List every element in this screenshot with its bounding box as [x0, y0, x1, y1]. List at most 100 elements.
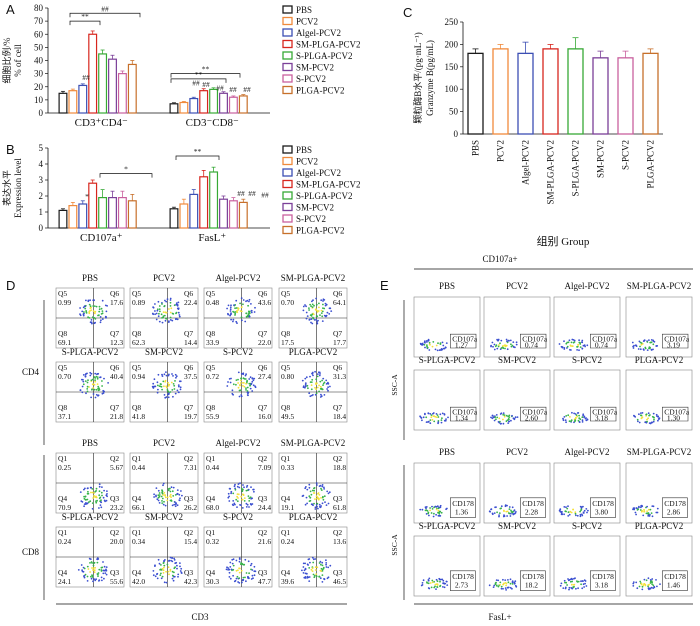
flow-event-dot — [231, 503, 234, 506]
flow-event-dot — [253, 377, 256, 380]
quadrant-value: 22.4 — [184, 298, 197, 307]
significance-mark: ** — [81, 12, 89, 21]
flow-event-dot — [653, 340, 656, 343]
legend-label: PCV2 — [296, 157, 318, 167]
flow-event-dot — [245, 486, 248, 488]
flow-event-dot — [92, 497, 95, 499]
quadrant-value: 30.3 — [206, 577, 219, 586]
flow-event-dot — [649, 414, 651, 416]
flow-event-dot — [428, 514, 430, 517]
flow-event-dot — [102, 572, 105, 575]
quadrant-name: Q1 — [58, 454, 67, 463]
flow-event-dot — [251, 574, 254, 577]
gate-value: 1.34 — [455, 413, 468, 422]
flow-event-dot — [650, 512, 653, 514]
flow-event-dot — [507, 418, 510, 420]
flow-event-dot — [165, 371, 167, 373]
quadrant-value: 0.24 — [281, 537, 294, 546]
flow-event-dot — [563, 347, 566, 349]
flow-event-dot — [560, 582, 563, 585]
flow-event-dot — [431, 579, 434, 582]
flow-event-dot — [153, 385, 155, 388]
flow-event-dot — [152, 570, 155, 572]
flow-event-dot — [309, 561, 311, 564]
flow-event-dot — [172, 495, 175, 497]
flow-event-dot — [170, 381, 173, 384]
flow-event-dot — [318, 374, 321, 377]
flow-event-dot — [316, 505, 318, 508]
quadrant-name: Q4 — [206, 568, 215, 577]
flow-plot-title: Algel-PCV2 — [565, 281, 610, 291]
flow-event-dot — [498, 344, 500, 346]
flow-event-dot — [428, 349, 431, 351]
flow-event-dot — [568, 339, 571, 342]
flow-event-dot — [90, 319, 93, 321]
flow-event-dot — [319, 577, 322, 580]
flow-event-dot — [235, 307, 238, 309]
flow-event-dot — [234, 488, 237, 491]
flow-event-dot — [245, 489, 248, 492]
flow-event-dot — [83, 576, 86, 579]
quadrant-name: Q3 — [184, 568, 193, 577]
flow-event-dot — [227, 304, 230, 307]
flow-event-dot — [91, 378, 94, 381]
flow-event-dot — [321, 388, 324, 391]
legend-label: S-PCV2 — [296, 74, 326, 84]
quadrant-value: 24.4 — [258, 503, 271, 512]
flow-event-dot — [82, 374, 85, 376]
flow-event-dot — [643, 510, 645, 513]
flow-event-dot — [312, 394, 314, 396]
flow-event-dot — [81, 391, 84, 394]
gate-cd107a — [590, 333, 617, 349]
flow-event-dot — [180, 567, 183, 570]
flow-plot-title: SM-PCV2 — [498, 521, 536, 531]
flow-event-dot — [241, 490, 244, 493]
flow-event-dot — [513, 582, 516, 585]
flow-event-dot — [491, 414, 494, 417]
flow-plot-title: PCV2 — [506, 281, 528, 291]
flow-event-dot — [322, 566, 325, 569]
flow-event-dot — [176, 318, 179, 321]
flow-event-dot — [502, 418, 504, 421]
flow-event-dot — [499, 581, 502, 584]
flow-event-dot — [584, 417, 587, 420]
flow-event-dot — [432, 412, 435, 414]
gate-value: 0.74 — [525, 340, 538, 349]
y-axis-label-en: Expression level — [13, 158, 23, 218]
legend-swatch — [282, 214, 293, 223]
flow-plot-title: PBS — [82, 273, 98, 283]
quadrant-value: 43.6 — [258, 298, 271, 307]
gate-label: CD107a — [452, 407, 478, 416]
flow-event-dot — [247, 495, 250, 497]
flow-event-dot — [639, 414, 642, 417]
flow-event-dot — [586, 511, 588, 514]
flow-event-dot — [106, 495, 108, 498]
quadrant-name: Q5 — [58, 289, 67, 298]
flow-event-dot — [164, 494, 166, 496]
flow-event-dot — [569, 344, 572, 347]
flow-event-dot — [580, 580, 582, 583]
flow-event-dot — [164, 380, 167, 383]
flow-event-dot — [315, 303, 318, 306]
flow-event-dot — [494, 583, 497, 586]
flow-event-dot — [104, 572, 107, 574]
flow-event-dot — [508, 414, 511, 417]
flow-event-dot — [245, 300, 247, 303]
row-label-cd8: CD8 — [22, 547, 40, 557]
flow-event-dot — [95, 388, 98, 391]
flow-event-dot — [161, 373, 163, 376]
flow-event-dot — [98, 490, 101, 493]
flow-event-dot — [169, 570, 172, 572]
flow-event-dot — [250, 486, 252, 488]
flow-event-dot — [309, 499, 312, 502]
flow-event-dot — [633, 508, 636, 511]
flow-event-dot — [439, 585, 441, 588]
flow-event-dot — [424, 341, 426, 344]
quadrant-value: 47.7 — [258, 577, 271, 586]
legend-swatch — [282, 62, 293, 72]
flow-event-dot — [310, 305, 312, 308]
quadrant-name: Q7 — [258, 329, 267, 338]
bar — [98, 197, 108, 229]
flow-plot-frame — [625, 535, 693, 597]
flow-event-dot — [432, 415, 435, 417]
